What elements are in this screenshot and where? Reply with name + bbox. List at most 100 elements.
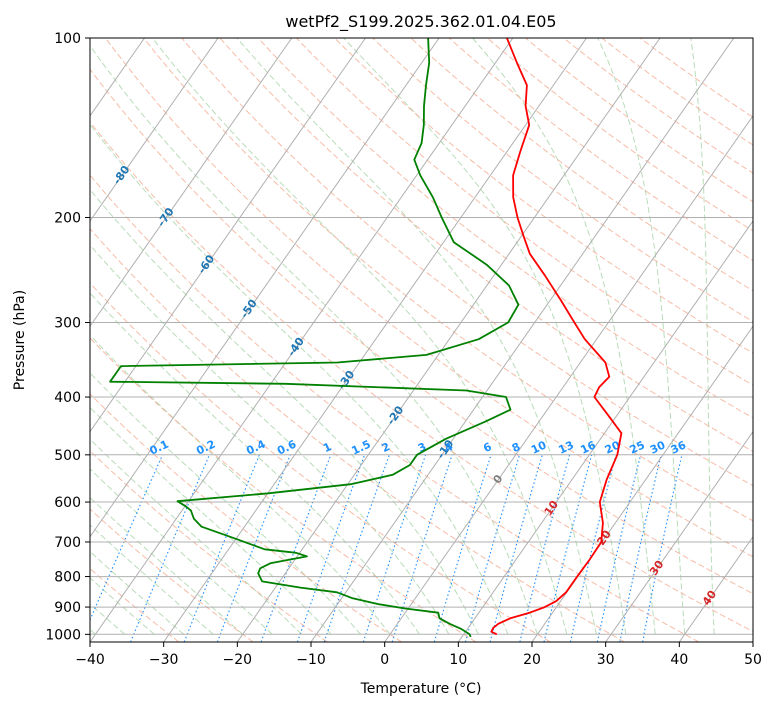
moist-adiabat: [90, 406, 332, 635]
isotherm-label: 0: [490, 472, 505, 486]
isotherm-line: [531, 325, 753, 642]
dry-adiabat: [105, 38, 753, 558]
y-tick-label: 800: [54, 570, 81, 586]
dry-adiabat: [601, 38, 753, 146]
y-tick-label: 400: [54, 390, 81, 406]
moist-adiabat: [90, 524, 214, 635]
mixing-ratio-line: [90, 454, 164, 622]
x-tick-label: 30: [597, 652, 615, 668]
y-tick-label: 200: [54, 211, 81, 227]
mixing-ratio-line: [323, 454, 390, 642]
isotherm-line: [90, 38, 514, 642]
moist-adiabat: [90, 123, 509, 635]
isotherm-line: [457, 220, 753, 642]
y-axis-ticks: 100 200 300 400 500 600 700 800 900 1000: [45, 31, 90, 643]
mixing-ratio-line: [216, 454, 291, 642]
dry-adiabat: [257, 38, 753, 419]
mixing-ratio-label: 36: [669, 438, 689, 456]
x-tick-label: −40: [75, 652, 105, 668]
mixing-ratio-line: [569, 454, 617, 642]
moist-adiabat: [90, 438, 302, 635]
mixing-ratio-line: [596, 454, 642, 642]
dry-adiabat: [90, 227, 625, 642]
dry-adiabat: [143, 38, 753, 522]
moist-adiabat: [90, 188, 479, 635]
y-tick-label: 600: [54, 495, 81, 511]
dry-adiabat: [563, 38, 753, 174]
moist-adiabat: [236, 38, 597, 635]
isotherm-line: [0, 38, 71, 642]
moist-adiabat: [90, 550, 185, 635]
dry-adiabat: [525, 38, 753, 203]
mixing-ratio-line: [296, 454, 366, 642]
mixing-ratio-line: [362, 454, 427, 642]
isotherm-label: -60: [195, 252, 217, 276]
mixing-ratio-label: 25: [628, 439, 647, 457]
isotherm-line: [90, 38, 366, 433]
temperature-profile: [490, 38, 623, 636]
dry-adiabat: [90, 393, 402, 642]
isotherm-label: -20: [384, 403, 406, 427]
dry-adiabat: [90, 282, 551, 642]
mixing-ratio-line: [391, 454, 453, 642]
dry-adiabat: [90, 508, 254, 642]
moist-adiabat: [90, 44, 538, 635]
moist-adiabat: [90, 372, 361, 635]
mixing-ratio-label: 2: [380, 440, 392, 455]
dry-adiabat: [410, 38, 753, 292]
profile-series: [109, 38, 623, 638]
isotherm-label: 40: [700, 588, 720, 608]
dry-adiabat: [448, 38, 753, 262]
moist-adiabats: [90, 38, 715, 635]
isotherm-label: -30: [335, 368, 357, 392]
dry-adiabat: [219, 38, 753, 453]
moist-adiabat: [152, 38, 568, 635]
mixing-ratio-label: 10: [529, 438, 549, 456]
moist-adiabat: [343, 38, 627, 635]
mixing-ratio-label: 13: [556, 439, 575, 457]
dry-adiabat: [372, 38, 753, 323]
isotherm-line: [678, 535, 753, 642]
dewpoint-profile: [109, 38, 520, 638]
x-axis-ticks: −40 −30 −20 −10 0 10 20 30 40 50: [75, 642, 762, 668]
x-tick-label: 10: [449, 652, 467, 668]
isotherm-line: [384, 114, 753, 642]
isotherm-line: [605, 430, 753, 642]
x-tick-label: −20: [223, 652, 253, 668]
dry-adiabat: [90, 337, 477, 642]
mixing-ratio-line: [489, 454, 543, 642]
y-tick-label: 300: [54, 316, 81, 332]
dry-adiabat: [90, 121, 753, 633]
x-tick-label: 40: [670, 652, 688, 668]
isotherm-line: [90, 38, 219, 222]
isotherm-line: [236, 38, 661, 642]
isotherm-label: -80: [110, 163, 132, 187]
moist-adiabat: [90, 496, 244, 635]
mixing-ratio-label: 1: [321, 440, 333, 455]
pressure-gridlines: [90, 38, 753, 635]
isotherm-line: [163, 38, 587, 642]
plot-area: -100-90-80-70-60-50-40-30-20-10010203040…: [0, 38, 753, 642]
y-tick-label: 500: [54, 448, 81, 464]
y-axis-label: Pressure (hPa): [12, 290, 28, 390]
mixing-ratio-line: [642, 454, 683, 642]
dry-adiabat: [296, 38, 753, 386]
dry-adiabat: [334, 38, 753, 354]
dry-adiabat: [181, 38, 753, 487]
y-tick-label: 100: [54, 31, 81, 47]
isotherm-label: -50: [238, 297, 260, 321]
y-tick-label: 1000: [45, 627, 81, 643]
isotherm-line: [310, 38, 735, 642]
mixing-ratio-label: 6: [481, 440, 494, 455]
y-tick-label: 900: [54, 600, 81, 616]
y-tick-label: 700: [54, 535, 81, 551]
mixing-ratio-line: [433, 454, 492, 642]
x-axis-label: Temperature (°C): [360, 681, 482, 697]
isotherm-label: -70: [155, 205, 177, 229]
mixing-ratio-line: [464, 454, 521, 642]
x-tick-label: 0: [380, 652, 389, 668]
moist-adiabat: [690, 38, 715, 635]
moist-adiabat: [597, 38, 686, 635]
mixing-ratio-label: 16: [579, 438, 599, 456]
